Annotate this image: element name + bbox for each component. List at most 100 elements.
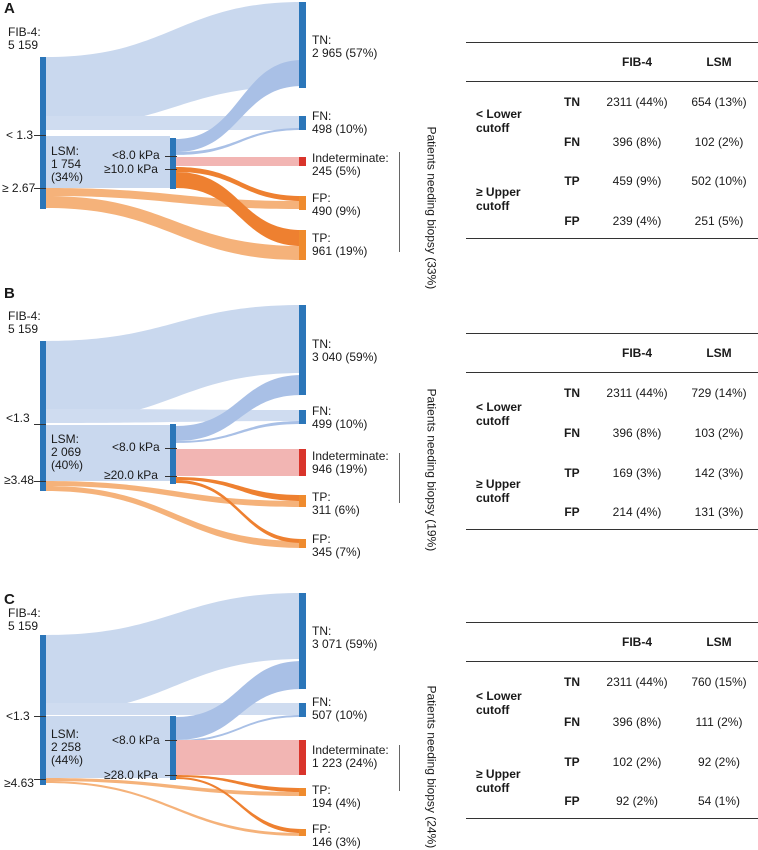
fib4-low-cutoff: <1.3	[6, 411, 30, 425]
flow-lsm-to-tn	[176, 60, 302, 152]
fp-title: FP:	[312, 191, 331, 205]
fib4-high-cutoff: ≥3.48	[4, 473, 34, 487]
fib4-low-cutoff: < 1.3	[6, 128, 34, 142]
fib4-label: FIB-4: 5 159	[8, 607, 41, 633]
flow-lsm-to-indeterminate	[176, 449, 302, 476]
lsm-percent: (44%)	[51, 753, 84, 767]
flow-fib4-to-tp	[46, 481, 302, 507]
tn-label: TN: 3 040 (59%)	[312, 338, 377, 364]
biopsy-bracket	[399, 745, 400, 791]
tp-value: 311 (6%)	[312, 503, 360, 517]
cell-fp-lsm: 54 (1%)	[697, 794, 741, 808]
cell-tn-fib4: 2311 (44%)	[606, 386, 668, 400]
tn-title: TN:	[312, 337, 332, 351]
fn-title: FN:	[312, 404, 332, 418]
lsm-title: LSM:	[51, 144, 80, 158]
table-rule-top	[466, 333, 758, 334]
low-cutoff-tick	[34, 135, 46, 136]
flow-fib4-to-fp	[46, 781, 302, 836]
node-fib4	[40, 57, 46, 209]
node-indeterminate	[299, 449, 306, 476]
tp-title: TP:	[312, 231, 331, 245]
panel-letter: B	[4, 285, 15, 302]
lsm-high-cutoff: ≥10.0 kPa	[104, 162, 158, 176]
lsm-high-cutoff: ≥20.0 kPa	[104, 468, 158, 482]
flow-fib4-to-fn	[46, 116, 302, 130]
cell-fn-lsm: 111 (2%)	[695, 715, 743, 729]
cell-tn-lsm: 729 (14%)	[691, 386, 747, 400]
tp-label: TP: 311 (6%)	[312, 491, 360, 517]
cell-tp-lsm: 142 (3%)	[694, 466, 744, 480]
high-cutoff-tick	[34, 779, 46, 780]
node-indeterminate	[299, 740, 306, 775]
col-header-fib4: FIB-4	[622, 346, 652, 360]
lsm-high-tick	[165, 476, 177, 477]
cell-tn-lsm: 760 (15%)	[691, 675, 747, 689]
indeterminate-value: 1 223 (24%)	[312, 756, 378, 770]
tn-title: TN:	[312, 33, 332, 47]
node-tp	[299, 788, 306, 796]
lsm-label: LSM: 1 754 (34%)	[51, 145, 83, 184]
fib4-high-cutoff: ≥4.63	[4, 776, 34, 790]
high-cutoff-tick	[34, 481, 46, 482]
fp-title: FP:	[312, 822, 331, 836]
lsm-label: LSM: 2 069 (40%)	[51, 433, 83, 472]
fib4-title: FIB-4:	[8, 25, 41, 39]
lsm-percent: (34%)	[51, 170, 84, 184]
cell-tp-fib4: 169 (3%)	[612, 466, 662, 480]
col-header-fib4: FIB-4	[622, 635, 652, 649]
node-fp	[299, 539, 306, 548]
biopsy-bracket	[399, 453, 400, 503]
fn-title: FN:	[312, 695, 332, 709]
indeterminate-title: Indeterminate:	[312, 151, 389, 165]
fn-title: FN:	[312, 109, 332, 123]
fp-label: FP: 345 (7%)	[312, 533, 361, 559]
flow-fib4-to-tn	[46, 2, 302, 128]
node-fib4	[40, 341, 46, 491]
flow-lsm-to-fn	[176, 715, 302, 742]
fp-value: 490 (9%)	[312, 204, 361, 218]
indeterminate-label: Indeterminate: 245 (5%)	[312, 152, 389, 178]
flow-fib4-to-fn	[46, 409, 302, 423]
flow-lsm-to-fn	[176, 128, 302, 155]
fib4-count: 5 159	[8, 38, 39, 52]
flow-fib4-to-tp	[46, 196, 302, 260]
row-label-tp: TP	[564, 174, 580, 188]
biopsy-bracket	[399, 152, 400, 252]
panel-a: A FIB-4: 5 159 < 1.3 ≥ 2.67	[0, 0, 758, 289]
lsm-label: LSM: 2 258 (44%)	[51, 728, 83, 767]
group-upper-line2: cutoff	[476, 199, 510, 213]
cell-tp-fib4: 102 (2%)	[612, 755, 662, 769]
panel-letter: A	[4, 0, 15, 17]
cell-tn-fib4: 2311 (44%)	[606, 675, 668, 689]
group-lower-line2: cutoff	[476, 121, 510, 135]
flow-lsm-to-fn	[176, 421, 302, 443]
fib4-count: 5 159	[8, 619, 39, 633]
lsm-low-cutoff: <8.0 kPa	[112, 148, 160, 162]
cell-fp-fib4: 214 (4%)	[612, 505, 662, 519]
table-rule-mid	[466, 81, 758, 82]
node-lsm	[170, 138, 176, 189]
cell-tn-fib4: 2311 (44%)	[606, 95, 668, 109]
high-cutoff-tick	[34, 188, 46, 189]
lsm-count: 1 754	[51, 157, 82, 171]
cell-fp-fib4: 92 (2%)	[615, 794, 659, 808]
lsm-high-cutoff: ≥28.0 kPa	[104, 768, 158, 782]
lsm-percent: (40%)	[51, 458, 84, 472]
row-label-fn: FN	[564, 426, 580, 440]
flow-fib4-to-lsm	[46, 136, 170, 188]
indeterminate-label: Indeterminate: 946 (19%)	[312, 450, 389, 476]
tp-label: TP: 961 (19%)	[312, 232, 367, 258]
flow-fib4-to-fn	[46, 703, 302, 715]
biopsy-label: Patients needing biopsy (24%)	[424, 685, 439, 849]
fp-title: FP:	[312, 532, 331, 546]
row-label-tn: TN	[564, 675, 580, 689]
row-label-fp: FP	[564, 794, 580, 808]
panel-b: B FIB-4: 5 159 <1.3 ≥3.48 LSM: 2 069 (40…	[0, 283, 758, 571]
lsm-title: LSM:	[51, 432, 80, 446]
low-cutoff-tick	[34, 424, 46, 425]
group-lower-line2: cutoff	[476, 414, 510, 428]
lsm-title: LSM:	[51, 727, 80, 741]
tn-label: TN: 3 071 (59%)	[312, 625, 377, 651]
biopsy-label: Patients needing biopsy (19%)	[424, 388, 439, 552]
